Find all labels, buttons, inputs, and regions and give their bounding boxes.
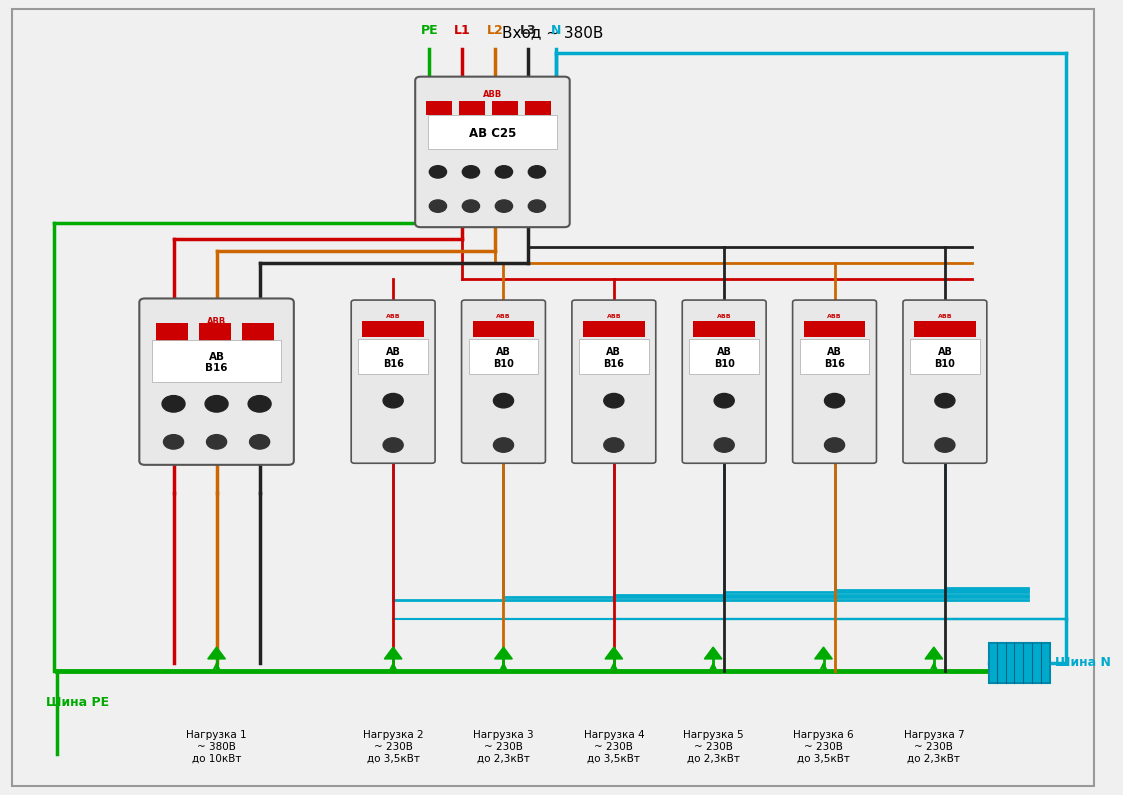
Text: АВ
В16: АВ В16	[603, 347, 624, 369]
Text: L3: L3	[520, 24, 537, 37]
Bar	[427, 101, 453, 114]
Circle shape	[824, 438, 844, 452]
Bar	[690, 339, 759, 374]
Text: Нагрузка 6
~ 230В
до 3,5кВт: Нагрузка 6 ~ 230В до 3,5кВт	[793, 731, 853, 763]
Bar	[583, 321, 645, 337]
Text: АВ
В10: АВ В10	[934, 347, 956, 369]
Polygon shape	[814, 647, 832, 659]
Bar	[468, 339, 538, 374]
Bar	[243, 323, 274, 342]
Bar	[363, 321, 424, 337]
Circle shape	[824, 394, 844, 408]
Text: L1: L1	[454, 24, 471, 37]
Polygon shape	[384, 647, 402, 659]
Circle shape	[162, 396, 185, 412]
Text: Нагрузка 7
~ 230В
до 2,3кВт: Нагрузка 7 ~ 230В до 2,3кВт	[904, 731, 965, 763]
Circle shape	[249, 435, 270, 449]
Circle shape	[383, 438, 403, 452]
FancyBboxPatch shape	[416, 76, 569, 227]
Bar	[579, 339, 649, 374]
Text: АВ
В10: АВ В10	[493, 347, 514, 369]
Text: АВ
В16: АВ В16	[206, 352, 228, 374]
FancyBboxPatch shape	[572, 300, 656, 463]
Circle shape	[164, 435, 183, 449]
Circle shape	[207, 435, 227, 449]
Polygon shape	[704, 647, 722, 659]
Bar	[459, 101, 485, 114]
Bar	[152, 340, 281, 382]
Circle shape	[934, 394, 955, 408]
Circle shape	[463, 200, 480, 212]
Text: N: N	[550, 24, 560, 37]
FancyBboxPatch shape	[683, 300, 766, 463]
Text: ABB: ABB	[386, 314, 401, 320]
Circle shape	[463, 165, 480, 178]
Circle shape	[714, 394, 734, 408]
Polygon shape	[925, 647, 942, 659]
Text: ABB: ABB	[716, 314, 731, 320]
FancyBboxPatch shape	[903, 300, 987, 463]
Bar	[910, 339, 979, 374]
Text: Нагрузка 4
~ 230В
до 3,5кВт: Нагрузка 4 ~ 230В до 3,5кВт	[584, 731, 645, 763]
Text: Вход ~ 380В: Вход ~ 380В	[502, 25, 604, 41]
Bar	[989, 643, 1050, 683]
Circle shape	[495, 200, 512, 212]
FancyBboxPatch shape	[351, 300, 435, 463]
Circle shape	[528, 200, 546, 212]
Circle shape	[248, 396, 271, 412]
Bar	[526, 101, 551, 114]
Text: ABB: ABB	[606, 314, 621, 320]
Polygon shape	[494, 647, 512, 659]
Circle shape	[206, 396, 228, 412]
Circle shape	[604, 394, 624, 408]
Bar	[493, 101, 519, 114]
Text: Нагрузка 3
~ 230В
до 2,3кВт: Нагрузка 3 ~ 230В до 2,3кВт	[473, 731, 533, 763]
Circle shape	[429, 200, 447, 212]
Text: L2: L2	[487, 24, 504, 37]
Circle shape	[429, 165, 447, 178]
Bar	[358, 339, 428, 374]
Circle shape	[383, 394, 403, 408]
Bar	[914, 321, 976, 337]
Circle shape	[714, 438, 734, 452]
FancyBboxPatch shape	[793, 300, 876, 463]
Circle shape	[495, 165, 512, 178]
Circle shape	[493, 394, 513, 408]
Text: ABB: ABB	[828, 314, 842, 320]
Text: Шина РЕ: Шина РЕ	[46, 696, 109, 709]
Text: ABB: ABB	[938, 314, 952, 320]
Text: Нагрузка 5
~ 230В
до 2,3кВт: Нагрузка 5 ~ 230В до 2,3кВт	[683, 731, 743, 763]
Bar	[693, 321, 755, 337]
Bar	[428, 114, 557, 149]
Bar	[800, 339, 869, 374]
FancyBboxPatch shape	[139, 298, 294, 465]
Text: АВ
В10: АВ В10	[714, 347, 734, 369]
Bar	[473, 321, 535, 337]
Polygon shape	[605, 647, 622, 659]
Text: ABB: ABB	[483, 91, 502, 99]
Circle shape	[934, 438, 955, 452]
Text: АВ С25: АВ С25	[468, 127, 517, 140]
Text: Нагрузка 1
~ 380В
до 10кВт: Нагрузка 1 ~ 380В до 10кВт	[186, 731, 247, 763]
Text: ABB: ABB	[496, 314, 511, 320]
Text: Нагрузка 2
~ 230В
до 3,5кВт: Нагрузка 2 ~ 230В до 3,5кВт	[363, 731, 423, 763]
Bar	[156, 323, 188, 342]
Text: АВ
В16: АВ В16	[383, 347, 403, 369]
Circle shape	[604, 438, 624, 452]
FancyBboxPatch shape	[462, 300, 546, 463]
Circle shape	[528, 165, 546, 178]
Text: Шина N: Шина N	[1056, 657, 1111, 669]
Text: АВ
В16: АВ В16	[824, 347, 844, 369]
Text: PE: PE	[420, 24, 438, 37]
Text: ABB: ABB	[207, 317, 226, 326]
Bar	[804, 321, 866, 337]
Polygon shape	[208, 647, 226, 659]
Circle shape	[493, 438, 513, 452]
Bar	[200, 323, 231, 342]
